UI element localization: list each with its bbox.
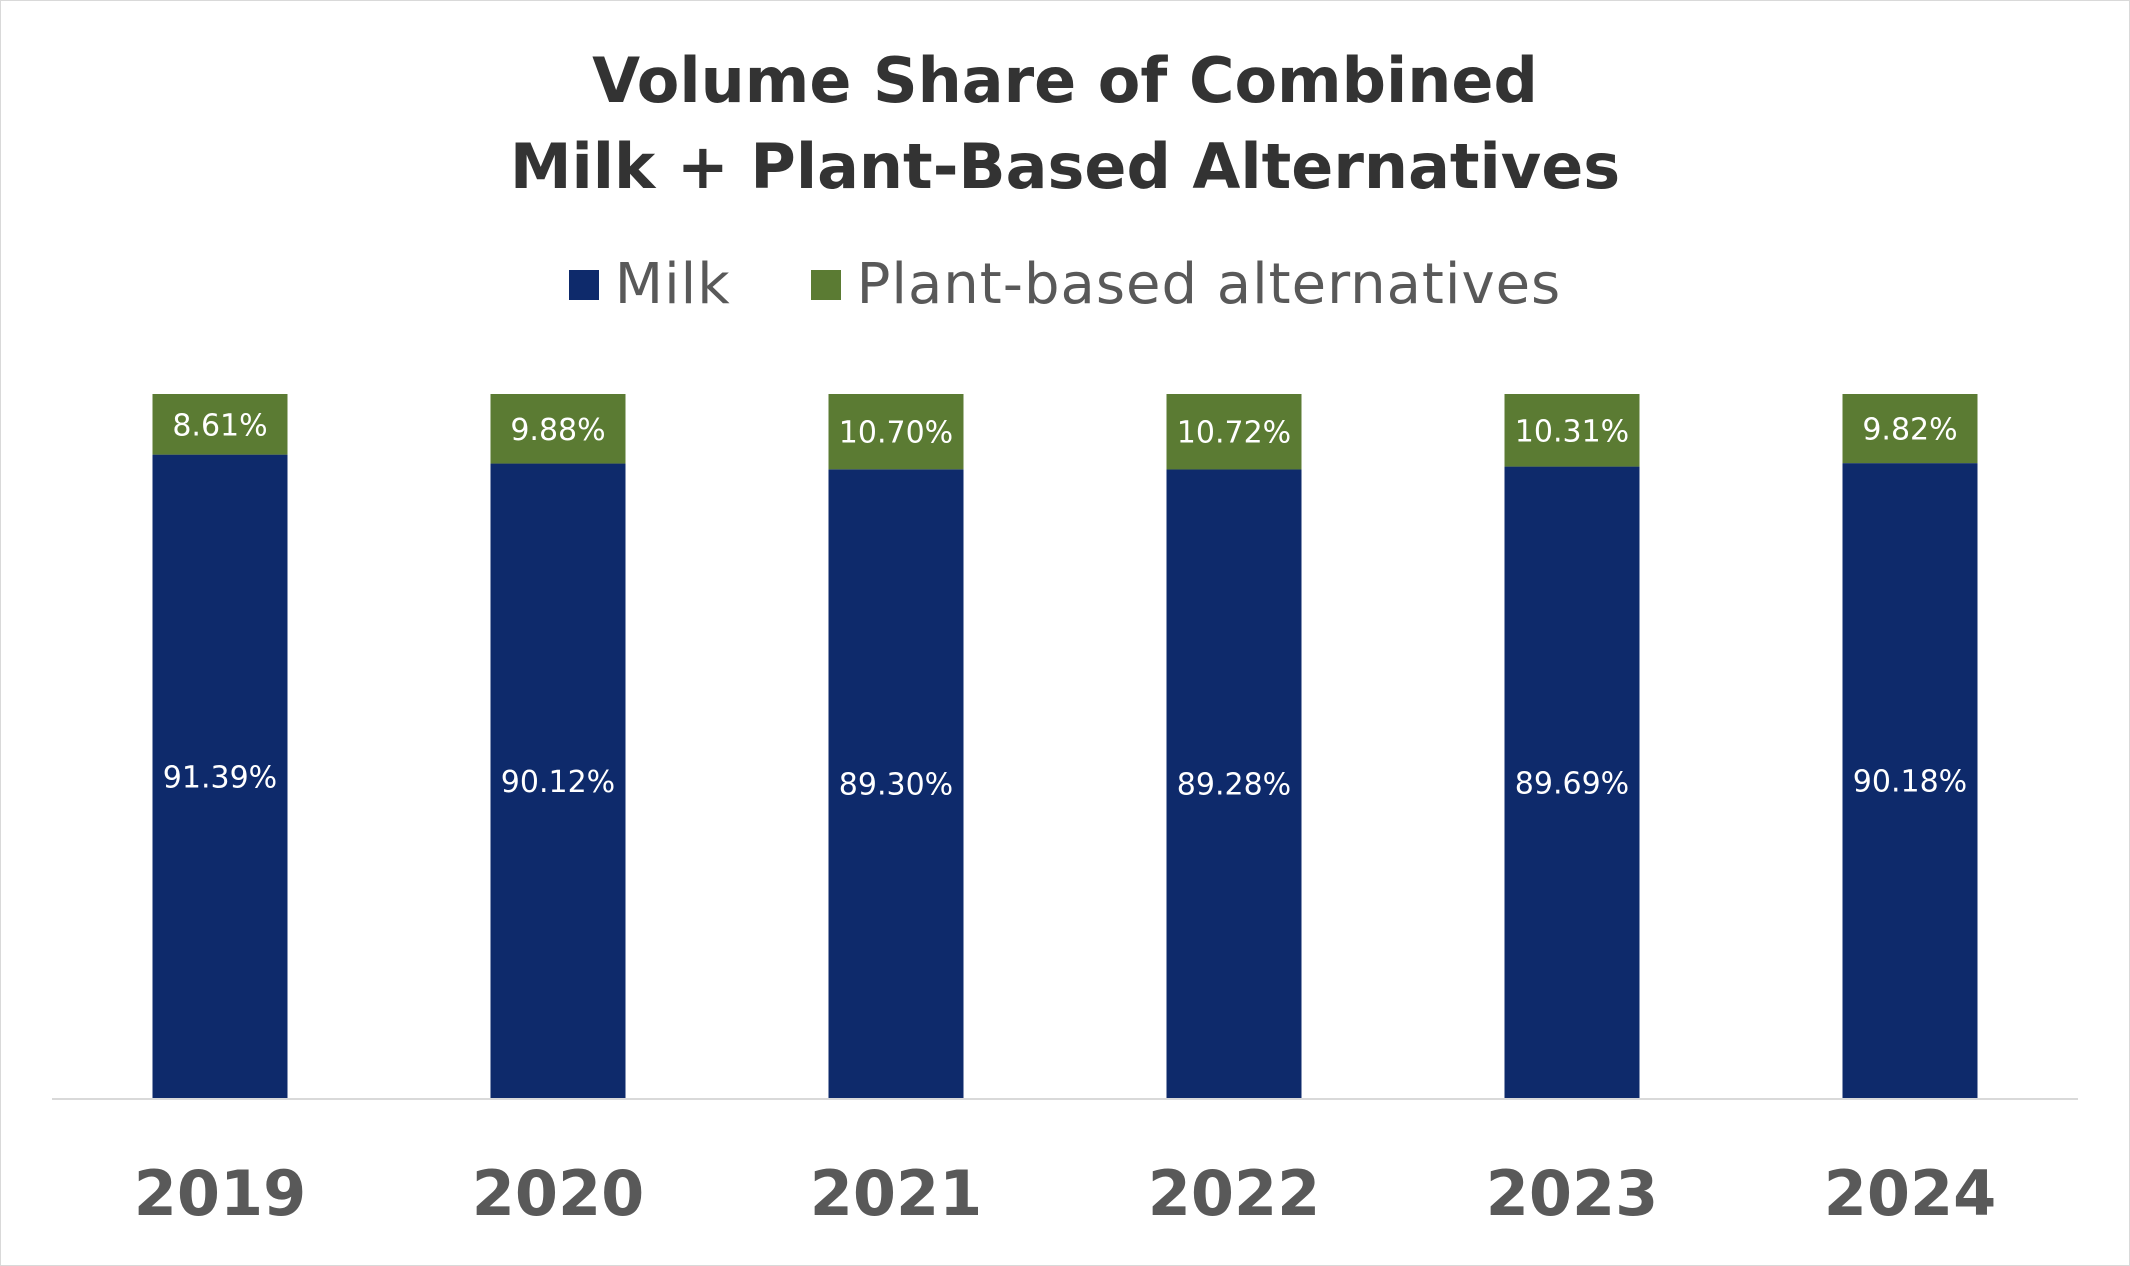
bar-plant-based-2022 [1166, 394, 1302, 470]
bar-plant-based-2019 [152, 394, 288, 455]
data-label-milk-2024: 90.18% [1853, 765, 1967, 800]
data-label-plant-based-2024: 9.82% [1862, 413, 1957, 448]
bar-milk-2020 [490, 463, 626, 1099]
x-tick-label-2024: 2024 [1824, 1157, 1997, 1230]
bar-milk-2021 [828, 469, 964, 1098]
data-label-milk-2022: 89.28% [1177, 768, 1291, 803]
data-label-milk-2021: 89.30% [839, 768, 953, 803]
bar-plant-based-2021 [828, 394, 964, 470]
data-label-plant-based-2023: 10.31% [1515, 414, 1629, 449]
x-tick-label-2021: 2021 [810, 1157, 983, 1230]
data-label-plant-based-2020: 9.88% [510, 413, 605, 448]
legend-item-plant-based: Plant-based alternatives [810, 252, 1562, 317]
data-label-plant-based-2022: 10.72% [1177, 416, 1291, 451]
legend-item-milk: Milk [568, 252, 731, 317]
data-label-milk-2023: 89.69% [1515, 766, 1629, 801]
data-label-milk-2020: 90.12% [501, 765, 615, 800]
chart-title: Volume Share of Combined Milk + Plant-Ba… [0, 38, 2130, 210]
chart-title-line-1: Volume Share of Combined [592, 44, 1538, 117]
bar-plant-based-2024 [1842, 394, 1978, 464]
data-label-plant-based-2021: 10.70% [839, 416, 953, 451]
bar-milk-2024 [1842, 463, 1978, 1098]
legend-label-plant-based: Plant-based alternatives [856, 252, 1562, 317]
x-tick-label-2022: 2022 [1148, 1157, 1321, 1230]
legend-swatch-milk [568, 269, 599, 300]
x-tick-label-2019: 2019 [134, 1157, 307, 1230]
data-label-milk-2019: 91.39% [163, 760, 277, 795]
legend-label-milk: Milk [614, 252, 731, 317]
chart-legend: Milk Plant-based alternatives [0, 252, 2130, 317]
bar-milk-2019 [152, 454, 288, 1099]
x-tick-label-2023: 2023 [1486, 1157, 1659, 1230]
bar-plant-based-2023 [1504, 394, 1640, 467]
x-tick-label-2020: 2020 [472, 1157, 645, 1230]
bar-milk-2022 [1166, 469, 1302, 1098]
bar-plant-based-2020 [490, 394, 626, 464]
bar-milk-2023 [1504, 466, 1640, 1098]
chart-title-line-2: Milk + Plant-Based Alternatives [509, 130, 1621, 203]
data-label-plant-based-2019: 8.61% [172, 408, 267, 443]
legend-swatch-plant-based [810, 269, 841, 300]
